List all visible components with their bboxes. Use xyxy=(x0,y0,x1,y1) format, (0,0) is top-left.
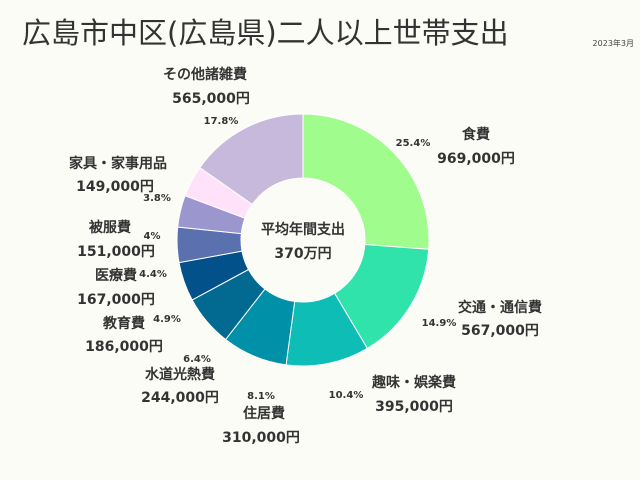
slice-label-value-5: 186,000円 xyxy=(85,339,163,355)
slice-label-percent-6: 4.4% xyxy=(139,269,167,280)
slice-label-percent-5: 4.9% xyxy=(153,314,181,325)
slice-label-value-9: 565,000円 xyxy=(172,91,250,107)
slice-label-value-7: 151,000円 xyxy=(77,244,155,260)
slice-label-value-3: 310,000円 xyxy=(222,430,300,446)
slice-label-name-2: 趣味・娯楽費 xyxy=(371,374,456,391)
slice-label-name-5: 教育費 xyxy=(103,315,145,332)
slice-label-percent-9: 17.8% xyxy=(204,116,239,127)
slice-label-name-7: 被服費 xyxy=(89,219,131,236)
slice-label-name-9: その他諸雑費 xyxy=(163,66,247,83)
slice-label-percent-3: 8.1% xyxy=(247,391,275,402)
slice-label-value-8: 149,000円 xyxy=(76,179,154,195)
slice-9 xyxy=(199,113,304,206)
slices-group xyxy=(176,113,430,367)
slice-label-name-3: 住居費 xyxy=(243,405,285,422)
slice-label-name-8: 家具・家事用品 xyxy=(69,155,167,172)
slice-label-percent-1: 14.9% xyxy=(422,318,457,329)
slice-label-percent-4: 6.4% xyxy=(183,354,211,365)
center-label-title: 平均年間支出 xyxy=(261,221,345,238)
slice-label-value-0: 969,000円 xyxy=(437,151,515,167)
slice-label-name-6: 医療費 xyxy=(95,267,137,284)
slice-label-percent-7: 4% xyxy=(144,231,161,242)
slice-0 xyxy=(302,113,430,250)
date-label: 2023年3月 xyxy=(592,39,634,48)
slice-label-value-1: 567,000円 xyxy=(461,323,539,339)
center-label-total: 370万円 xyxy=(274,246,331,262)
slice-label-percent-8: 3.8% xyxy=(143,193,171,204)
slice-label-name-4: 水道光熱費 xyxy=(145,366,215,383)
slice-label-percent-2: 10.4% xyxy=(329,390,364,401)
labels-group: 食費 969,000円 25.4% 交通・通信費 567,000円 14.9% 趣味・娯楽費… xyxy=(69,66,542,446)
slice-label-name-0: 食費 xyxy=(462,126,490,143)
slice-label-value-2: 395,000円 xyxy=(375,399,453,415)
chart-title: 広島市中区(広島県)二人以上世帯支出 xyxy=(22,16,509,50)
slice-label-value-4: 244,000円 xyxy=(141,390,219,406)
slice-label-value-6: 167,000円 xyxy=(77,292,155,308)
slice-label-percent-0: 25.4% xyxy=(396,138,431,149)
slice-label-name-1: 交通・通信費 xyxy=(458,299,542,316)
